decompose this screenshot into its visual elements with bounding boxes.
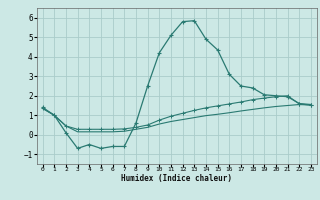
X-axis label: Humidex (Indice chaleur): Humidex (Indice chaleur) <box>121 174 232 183</box>
